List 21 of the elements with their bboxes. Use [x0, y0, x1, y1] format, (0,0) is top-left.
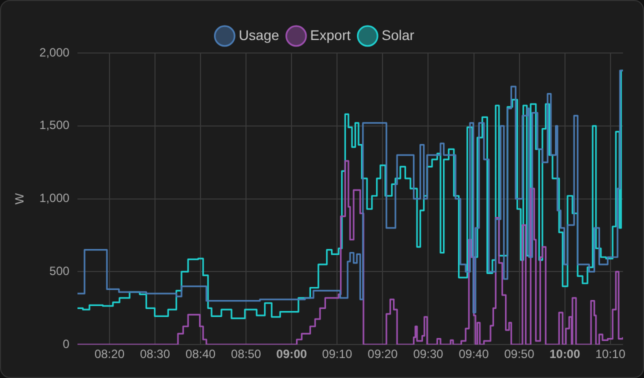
- x-tick-label: 08:30: [140, 347, 170, 362]
- x-tick-label: 09:10: [322, 347, 352, 362]
- y-tick-label: 500: [49, 264, 70, 278]
- x-tick-label: 10:10: [595, 347, 626, 362]
- x-tick-label: 09:20: [368, 347, 398, 362]
- x-tick-label: 09:00: [276, 347, 308, 362]
- x-tick-label: 09:50: [504, 347, 535, 362]
- legend-label: Export: [310, 26, 351, 43]
- y-tick-label: 1,000: [39, 191, 70, 206]
- y-tick-label: 0: [62, 336, 70, 351]
- x-tick-label: 10:00: [549, 347, 580, 362]
- x-tick-label: 08:20: [94, 347, 125, 362]
- x-tick-label: 09:40: [458, 347, 490, 362]
- y-axis-title: W: [12, 192, 27, 204]
- y-tick-label: 1,500: [39, 118, 70, 132]
- legend-label: Solar: [382, 26, 415, 43]
- x-tick-label: 08:50: [231, 347, 262, 362]
- x-tick-label: 08:40: [186, 347, 216, 362]
- x-tick-label: 09:30: [413, 347, 444, 362]
- legend-label: Usage: [238, 26, 280, 43]
- y-tick-label: 2,000: [39, 45, 70, 60]
